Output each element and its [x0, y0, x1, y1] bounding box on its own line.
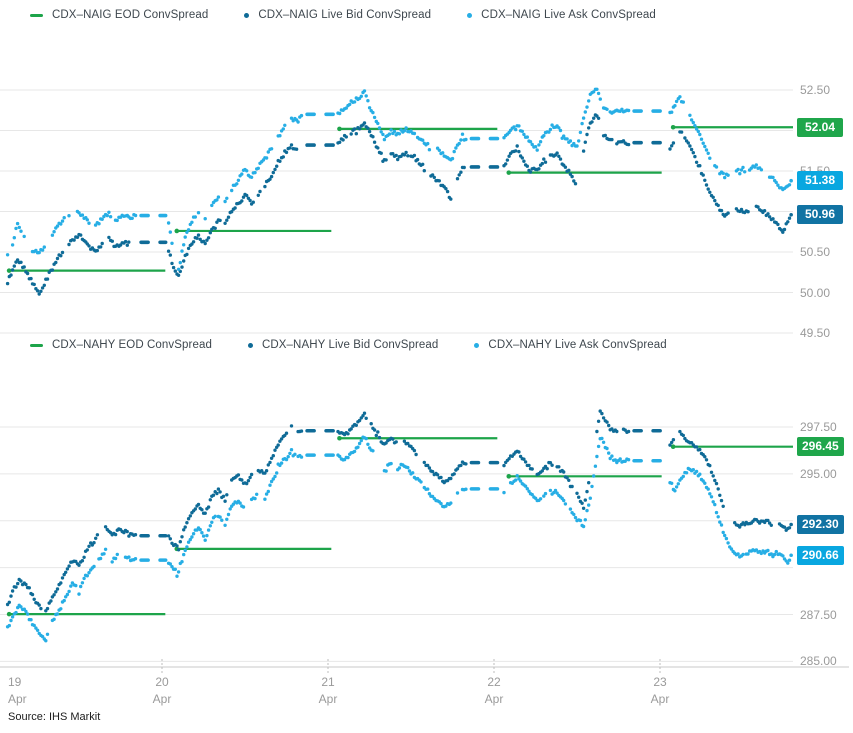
bid-dot-marker-icon [247, 342, 253, 348]
bid-value-badge: 292.30 [797, 515, 844, 534]
legend-item-nahy-eod[interactable]: CDX–NAHY EOD ConvSpread [30, 339, 212, 351]
ask-series [5, 87, 793, 271]
y-axis-label: 285.00 [800, 654, 837, 669]
x-axis-label: 20 [155, 675, 169, 689]
y-axis-label: 295.00 [800, 466, 837, 481]
y-axis-label: 49.50 [800, 326, 831, 340]
legend-naig: CDX–NAIG EOD ConvSpread CDX–NAIG Live Bi… [30, 9, 656, 21]
y-axis-label: 52.50 [800, 83, 831, 97]
ask-value-badge: 51.38 [797, 171, 843, 191]
legend-item-naig-eod[interactable]: CDX–NAIG EOD ConvSpread [30, 9, 208, 21]
legend-item-nahy-bid[interactable]: CDX–NAHY Live Bid ConvSpread [247, 339, 439, 351]
bid-series [5, 409, 793, 613]
y-axis-label: 297.50 [800, 420, 837, 434]
eod-line-marker-icon [30, 343, 43, 347]
eod-value-badge: 296.45 [797, 437, 844, 457]
x-axis-label: 19 [8, 675, 22, 689]
legend-item-naig-bid[interactable]: CDX–NAIG Live Bid ConvSpread [244, 9, 431, 21]
x-axis-label: Apr [484, 692, 504, 706]
ask-value-badge: 290.66 [797, 545, 844, 565]
y-axis-label: 50.50 [800, 245, 831, 259]
legend-label: CDX–NAHY EOD ConvSpread [52, 339, 212, 351]
legend-label: CDX–NAHY Live Ask ConvSpread [488, 339, 667, 351]
y-axis-label: 287.50 [800, 607, 837, 622]
ask-series [5, 435, 793, 643]
x-axis-label: Apr [318, 692, 338, 706]
legend-nahy: CDX–NAHY EOD ConvSpread CDX–NAHY Live Bi… [30, 339, 667, 351]
eod-value-badge: 52.04 [797, 117, 843, 137]
chart-0 [0, 87, 793, 334]
legend-item-nahy-ask[interactable]: CDX–NAHY Live Ask ConvSpread [474, 339, 667, 351]
x-axis-label: 23 [653, 675, 667, 689]
bid-value-badge: 50.96 [797, 205, 843, 225]
bid-series [5, 113, 793, 296]
x-axis-label: 21 [321, 675, 335, 689]
y-axis-label: 50.00 [800, 285, 831, 300]
legend-label: CDX–NAIG Live Bid ConvSpread [258, 9, 432, 21]
ask-dot-marker-icon [474, 342, 480, 348]
ask-dot-marker-icon [467, 12, 473, 18]
x-axis-label: Apr [8, 692, 27, 706]
legend-item-naig-ask[interactable]: CDX–NAIG Live Ask ConvSpread [467, 9, 656, 21]
bid-dot-marker-icon [244, 12, 250, 18]
source-note: Source: IHS Markit [8, 711, 101, 723]
x-axis-label: Apr [650, 692, 670, 706]
legend-label: CDX–NAHY Live Bid ConvSpread [261, 339, 439, 351]
x-axis-label: 22 [487, 675, 501, 689]
chart-1 [0, 409, 793, 662]
eod-line-marker-icon [30, 13, 43, 17]
legend-label: CDX–NAIG Live Ask ConvSpread [481, 9, 656, 21]
x-axis-label: Apr [152, 692, 172, 706]
legend-label: CDX–NAIG EOD ConvSpread [52, 9, 209, 21]
